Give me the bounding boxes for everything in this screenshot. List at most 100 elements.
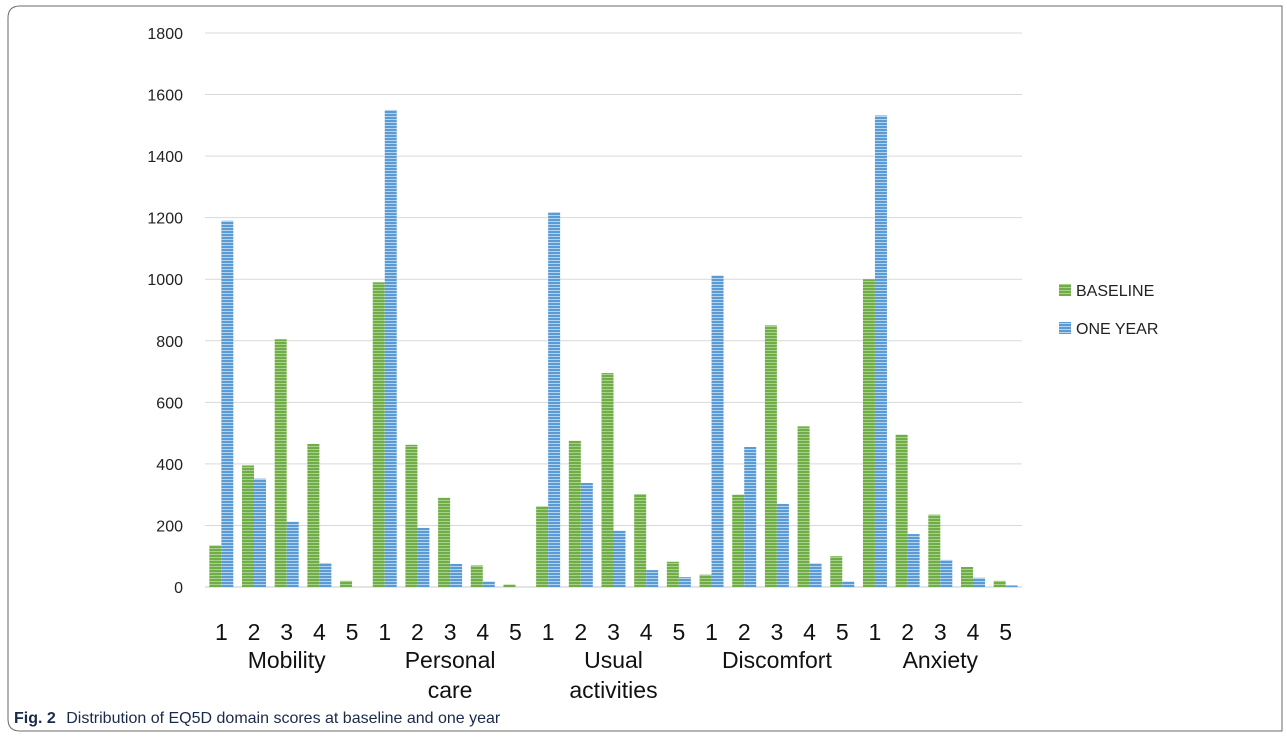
legend-label-one-year: ONE YEAR: [1076, 321, 1158, 338]
chart-bars: [209, 109, 1018, 588]
x-category-label: 5: [672, 619, 685, 645]
x-category-label: 2: [574, 619, 587, 645]
caption-label: Fig. 2: [14, 710, 56, 727]
figure-border: [7, 5, 1283, 732]
bar-baseline-g4-c3: [764, 325, 777, 587]
bar-baseline-g1-c4: [307, 443, 320, 587]
x-category-label: 3: [934, 619, 947, 645]
figure-caption: Fig. 2 Distribution of EQ5D domain score…: [14, 710, 501, 727]
legend-item-one-year: ONE YEAR: [1059, 321, 1158, 338]
x-group-label: Anxiety: [903, 647, 979, 673]
bar-baseline-g5-c3: [928, 514, 941, 587]
chart-legend: BASELINE ONE YEAR: [1059, 283, 1158, 338]
y-tick-label: 1000: [147, 272, 183, 289]
bar-baseline-g3-c3: [601, 373, 614, 587]
x-category-label: 5: [999, 619, 1012, 645]
x-category-label: 3: [444, 619, 457, 645]
legend-item-baseline: BASELINE: [1059, 283, 1154, 300]
y-tick-label: 1800: [147, 26, 183, 43]
bar-one-year-g3-c1: [548, 212, 561, 588]
y-tick-label: 0: [174, 580, 183, 597]
bar-baseline-g1-c5: [340, 580, 353, 587]
x-group-label: Usual: [584, 647, 643, 673]
x-category-label: 4: [313, 619, 326, 645]
bar-one-year-g1-c3: [286, 521, 299, 587]
x-category-label: 1: [378, 619, 391, 645]
y-axis-ticks: 0 200 400 600 800 1000 1200 1400 1600 1800: [147, 26, 183, 597]
y-tick-label: 400: [156, 457, 183, 474]
bar-one-year-g5-c3: [940, 559, 953, 587]
x-category-label: 1: [215, 619, 228, 645]
x-category-label: 3: [771, 619, 784, 645]
bar-one-year-g4-c2: [744, 446, 757, 587]
x-group-label: care: [428, 677, 473, 703]
x-category-label: 2: [901, 619, 914, 645]
bar-baseline-g2-c2: [405, 444, 418, 587]
bar-baseline-g1-c2: [242, 465, 255, 587]
bar-one-year-g2-c1: [384, 109, 397, 587]
x-category-label: 5: [836, 619, 849, 645]
y-tick-label: 1400: [147, 149, 183, 166]
x-group-label: Mobility: [248, 647, 326, 673]
bar-one-year-g4-c4: [809, 563, 822, 587]
bar-one-year-g1-c1: [221, 220, 234, 587]
bar-one-year-g3-c5: [678, 577, 691, 587]
bar-one-year-g2-c3: [450, 563, 463, 587]
x-category-label: 5: [346, 619, 359, 645]
bar-one-year-g4-c1: [711, 275, 724, 587]
bar-baseline-g3-c1: [536, 506, 549, 587]
bar-one-year-g3-c2: [580, 482, 593, 587]
svg-text:Fig. 2 Distribution of E: Fig. 2 Distribution of EQ5D domain score…: [14, 710, 501, 727]
x-category-label: 4: [967, 619, 980, 645]
bar-baseline-g1-c3: [274, 339, 287, 587]
bar-one-year-g4-c5: [842, 581, 855, 587]
bar-baseline-g4-c4: [797, 426, 810, 587]
legend-swatch-baseline: [1059, 284, 1071, 296]
y-tick-label: 1200: [147, 211, 183, 228]
bar-baseline-g2-c1: [372, 282, 385, 587]
y-tick-label: 800: [156, 334, 183, 351]
bar-one-year-g4-c3: [776, 503, 789, 587]
bar-one-year-g3-c3: [613, 530, 626, 587]
y-tick-label: 600: [156, 395, 183, 412]
caption-text: Distribution of EQ5D domain scores at ba…: [66, 710, 501, 727]
x-category-label: 3: [607, 619, 620, 645]
x-category-label: 1: [542, 619, 555, 645]
x-category-label: 2: [411, 619, 424, 645]
bar-one-year-g2-c4: [482, 581, 495, 587]
bar-baseline-g4-c5: [830, 556, 843, 587]
x-group-label: Discomfort: [722, 647, 833, 673]
y-tick-label: 1600: [147, 88, 183, 105]
bar-one-year-g5-c2: [907, 534, 920, 587]
x-axis-group-labels: Mobility Personal care Usual activities Disco…: [248, 647, 979, 703]
x-category-label: 2: [738, 619, 751, 645]
bar-baseline-g2-c5: [503, 584, 516, 587]
x-category-label: 4: [640, 619, 653, 645]
bar-one-year-g5-c5: [1005, 585, 1018, 587]
bar-baseline-g5-c4: [960, 566, 973, 587]
bar-baseline-g3-c2: [568, 440, 581, 587]
bar-baseline-g2-c3: [438, 497, 451, 587]
bar-one-year-g5-c4: [972, 577, 985, 587]
x-category-label: 4: [803, 619, 816, 645]
x-category-label: 1: [869, 619, 882, 645]
x-category-label: 4: [476, 619, 489, 645]
bar-baseline-g5-c1: [862, 279, 875, 587]
bar-one-year-g1-c4: [319, 562, 332, 587]
bar-baseline-g4-c1: [699, 574, 712, 587]
bar-baseline-g1-c1: [209, 545, 222, 587]
x-category-label: 2: [248, 619, 261, 645]
bar-baseline-g4-c2: [732, 494, 745, 587]
bar-baseline-g2-c4: [470, 565, 483, 587]
x-category-label: 3: [280, 619, 293, 645]
x-group-label: Personal: [405, 647, 496, 673]
bar-one-year-g2-c2: [417, 527, 430, 587]
x-category-label: 5: [509, 619, 522, 645]
x-group-label: activities: [569, 677, 657, 703]
bar-one-year-g1-c2: [254, 478, 267, 587]
y-tick-label: 200: [156, 518, 183, 535]
legend-label-baseline: BASELINE: [1076, 283, 1154, 300]
bar-baseline-g3-c4: [634, 494, 647, 587]
bar-baseline-g5-c5: [993, 580, 1006, 587]
